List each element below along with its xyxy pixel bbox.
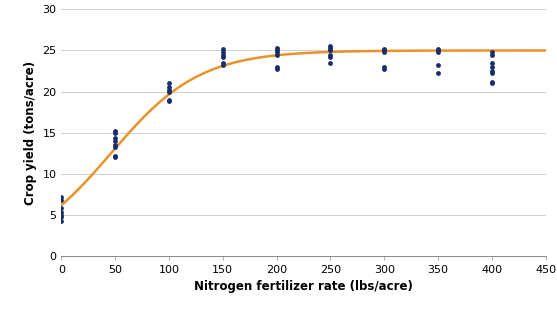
- Point: [487, 50, 496, 55]
- Point: [434, 63, 443, 68]
- Point: [434, 71, 443, 76]
- Point: [111, 129, 120, 134]
- Point: [326, 46, 335, 51]
- Point: [111, 145, 120, 150]
- Y-axis label: Crop yield (tons/acre): Crop yield (tons/acre): [24, 61, 37, 205]
- Point: [380, 48, 389, 53]
- Point: [272, 48, 281, 53]
- Point: [272, 64, 281, 69]
- Point: [218, 55, 227, 60]
- Point: [272, 66, 281, 71]
- Point: [380, 50, 389, 55]
- Point: [487, 79, 496, 84]
- X-axis label: Nitrogen fertilizer rate (lbs/acre): Nitrogen fertilizer rate (lbs/acre): [194, 280, 413, 293]
- Point: [272, 52, 281, 57]
- Point: [218, 63, 227, 68]
- Point: [218, 50, 227, 55]
- Point: [434, 50, 443, 55]
- Point: [487, 60, 496, 65]
- Point: [326, 48, 335, 53]
- Point: [164, 89, 173, 94]
- Point: [111, 135, 120, 140]
- Point: [326, 52, 335, 57]
- Point: [57, 194, 66, 199]
- Point: [111, 138, 120, 143]
- Point: [111, 153, 120, 158]
- Point: [380, 46, 389, 51]
- Point: [111, 142, 120, 148]
- Point: [434, 48, 443, 53]
- Point: [111, 130, 120, 135]
- Point: [164, 97, 173, 102]
- Point: [272, 50, 281, 55]
- Point: [487, 71, 496, 76]
- Point: [57, 218, 66, 223]
- Point: [164, 85, 173, 90]
- Point: [218, 46, 227, 51]
- Point: [57, 215, 66, 220]
- Point: [487, 81, 496, 86]
- Point: [487, 69, 496, 74]
- Point: [218, 52, 227, 57]
- Point: [380, 66, 389, 71]
- Point: [380, 64, 389, 69]
- Point: [272, 46, 281, 51]
- Point: [164, 99, 173, 104]
- Point: [326, 55, 335, 60]
- Point: [111, 155, 120, 160]
- Point: [218, 60, 227, 65]
- Point: [326, 44, 335, 49]
- Point: [434, 46, 443, 51]
- Point: [57, 197, 66, 202]
- Point: [57, 206, 66, 211]
- Point: [487, 52, 496, 57]
- Point: [57, 210, 66, 215]
- Point: [164, 87, 173, 92]
- Point: [326, 60, 335, 65]
- Point: [164, 81, 173, 86]
- Point: [57, 212, 66, 217]
- Point: [487, 64, 496, 69]
